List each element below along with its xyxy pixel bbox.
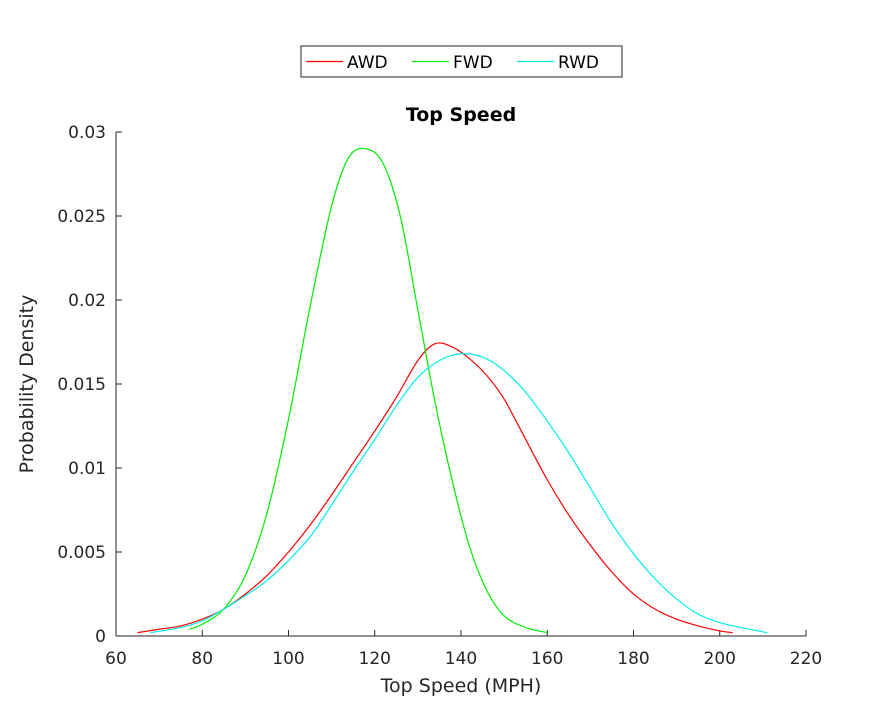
y-tick-label: 0.015 <box>57 375 106 395</box>
x-tick-label: 160 <box>531 649 563 669</box>
x-tick-label: 100 <box>272 649 304 669</box>
legend-label-awd: AWD <box>347 53 388 73</box>
x-tick-label: 180 <box>617 649 649 669</box>
y-tick-label: 0.03 <box>68 123 106 143</box>
x-axis-label: Top Speed (MPH) <box>380 675 542 697</box>
x-tick-label: 120 <box>359 649 391 669</box>
y-tick-label: 0.025 <box>57 207 106 227</box>
x-tick-label: 80 <box>191 649 213 669</box>
legend-label-rwd: RWD <box>558 53 599 73</box>
legend: AWD FWD RWD <box>300 45 623 78</box>
legend-box <box>300 45 623 78</box>
plot-area <box>137 147 768 634</box>
y-tick-label: 0.01 <box>68 459 106 479</box>
series-line-awd <box>137 342 733 634</box>
axes: 60 80 100 120 140 160 180 200 220 0 0.005 0.01 0.01… <box>57 123 822 669</box>
x-tick-label: 140 <box>445 649 477 669</box>
y-tick-label: 0 <box>95 627 106 647</box>
legend-label-fwd: FWD <box>453 53 493 73</box>
series-line-fwd <box>189 147 548 634</box>
y-axis-label: Probability Density <box>16 295 38 474</box>
x-tick-label: 60 <box>105 649 127 669</box>
y-tick-label: 0.02 <box>68 291 106 311</box>
x-tick-label: 220 <box>790 649 822 669</box>
x-tick-label: 200 <box>704 649 736 669</box>
y-tick-label: 0.005 <box>57 543 106 563</box>
chart-title: Top Speed <box>406 104 516 126</box>
series-line-rwd <box>150 353 768 634</box>
